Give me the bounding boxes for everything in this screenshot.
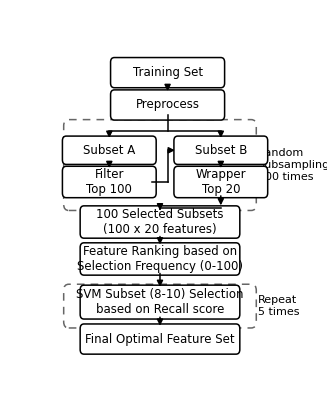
FancyBboxPatch shape [80, 206, 240, 238]
Text: Preprocess: Preprocess [136, 98, 199, 112]
Text: Wrapper
Top 20: Wrapper Top 20 [196, 168, 246, 196]
Text: Repeat
5 times: Repeat 5 times [258, 295, 299, 317]
Text: SVM Subset (8-10) Selection
based on Recall score: SVM Subset (8-10) Selection based on Rec… [76, 288, 244, 316]
FancyBboxPatch shape [80, 324, 240, 354]
FancyBboxPatch shape [111, 58, 225, 88]
FancyBboxPatch shape [174, 136, 268, 164]
Text: 100 Selected Subsets
(100 x 20 features): 100 Selected Subsets (100 x 20 features) [96, 208, 224, 236]
FancyBboxPatch shape [111, 90, 225, 120]
FancyBboxPatch shape [174, 166, 268, 198]
Text: Training Set: Training Set [132, 66, 203, 79]
Text: Subset B: Subset B [195, 144, 247, 157]
Text: Filter
Top 100: Filter Top 100 [86, 168, 132, 196]
Text: Final Optimal Feature Set: Final Optimal Feature Set [85, 332, 235, 346]
FancyBboxPatch shape [80, 285, 240, 319]
FancyBboxPatch shape [62, 136, 156, 164]
Text: Random
Subsampling
100 times: Random Subsampling 100 times [258, 148, 327, 182]
Text: Subset A: Subset A [83, 144, 135, 157]
FancyBboxPatch shape [62, 166, 156, 198]
FancyBboxPatch shape [80, 243, 240, 275]
Text: Feature Ranking based on
Selection Frequency (0-100): Feature Ranking based on Selection Frequ… [77, 245, 243, 273]
